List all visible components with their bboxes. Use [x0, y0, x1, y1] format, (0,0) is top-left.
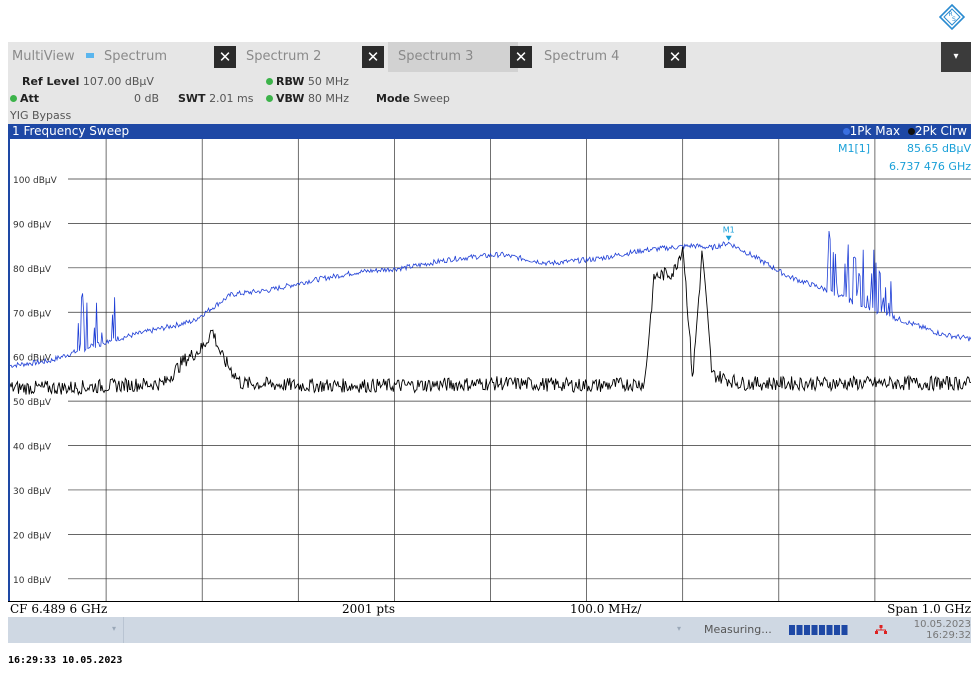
status-date: 10.05.2023	[913, 619, 971, 630]
measuring-label: Measuring...	[704, 623, 772, 636]
rbw-label: RBW	[276, 75, 305, 88]
trace1-label: 1Pk Max	[849, 124, 901, 138]
tab-label: Spectrum	[104, 49, 167, 64]
spectrum-3-tab[interactable]: Spectrum 3	[388, 42, 518, 72]
chevron-down-icon: ▾	[112, 624, 117, 633]
trace1-indicator-icon	[842, 128, 850, 135]
y-tick-label: 60 dBµV	[13, 354, 52, 364]
y-tick-label: 50 dBµV	[13, 398, 52, 408]
trace-legend: 1Pk Max 2Pk Clrw	[842, 124, 967, 139]
trace-2pk-clrw	[9, 246, 971, 396]
tab-label: Spectrum 4	[544, 49, 620, 64]
screenshot-timestamp: 16:29:33 10.05.2023	[8, 655, 123, 666]
frequency-per-division: 100.0 MHz/	[570, 602, 642, 616]
y-tick-label: 70 dBµV	[13, 309, 52, 319]
att-label: Att	[20, 92, 40, 105]
mode-setting[interactable]: Mode Sweep	[376, 92, 450, 105]
settings-panel: Ref Level 107.00 dBµV RBW 50 MHz Att 0 d…	[8, 72, 971, 124]
marker-m1-label: M1	[723, 226, 735, 235]
marker-readout-freq: 6.737 476 GHz	[889, 160, 971, 173]
y-tick-label: 80 dBµV	[13, 265, 52, 275]
mode-value: Sweep	[413, 92, 450, 105]
sweep-points[interactable]: 2001 pts	[342, 602, 396, 616]
y-tick-label: 100 dBµV	[13, 176, 58, 186]
att-led-icon	[10, 95, 17, 102]
ref-level-value: 107.00 dBµV	[82, 75, 154, 88]
y-tick-label: 20 dBµV	[13, 531, 52, 541]
marker-readout-level: 85.65 dBµV	[907, 142, 971, 155]
ref-level-label: Ref Level	[22, 75, 80, 88]
att-value: 0 dB	[134, 92, 160, 105]
center-frequency[interactable]: CF 6.489 6 GHz	[10, 602, 108, 616]
yig-bypass-label: YIG Bypass	[10, 109, 72, 122]
grid	[68, 139, 971, 601]
y-tick-label: 30 dBµV	[13, 487, 52, 497]
tab-label: Spectrum 3	[398, 49, 474, 64]
swt-value: 2.01 ms	[209, 92, 254, 105]
vbw-label: VBW	[276, 92, 305, 105]
top-bar: R S	[0, 0, 971, 38]
vbw-value: 80 MHz	[307, 92, 349, 105]
chevron-down-icon: ▾	[677, 624, 682, 633]
spectrum-chart[interactable]: 10 dBµV 20 dBµV 30 dBµV 40 dBµV 50 dBµV 60 dB…	[9, 139, 971, 601]
multiview-label: MultiView	[12, 49, 75, 64]
rs-logo-icon: R S	[939, 4, 965, 30]
progress-bar	[789, 625, 850, 635]
ref-level[interactable]: Ref Level 107.00 dBµV	[22, 75, 154, 88]
frequency-span[interactable]: Span 1.0 GHz	[887, 602, 971, 616]
tab-label: Spectrum 2	[246, 49, 322, 64]
multiview-tab[interactable]: MultiView	[12, 42, 75, 72]
svg-text:R: R	[949, 11, 953, 18]
close-spectrum-4-button[interactable]: ✕	[664, 46, 686, 68]
rbw-led-icon	[266, 78, 273, 85]
rbw-value: 50 MHz	[307, 75, 349, 88]
swt-label: SWT	[178, 92, 206, 105]
y-tick-label: 10 dBµV	[13, 576, 52, 586]
tab-color-icon	[86, 53, 94, 58]
marker-m1-triangle[interactable]	[725, 235, 732, 241]
window-title-bar[interactable]: 1 Frequency Sweep 1Pk Max 2Pk Clrw	[8, 124, 971, 139]
spectrum-2-tab[interactable]: Spectrum 2	[246, 42, 321, 72]
trace2-label: 2Pk Clrw	[914, 124, 967, 138]
sweep-footer: CF 6.489 6 GHz 2001 pts 100.0 MHz/ Span …	[8, 601, 971, 618]
network-icon	[875, 625, 887, 634]
vbw-setting[interactable]: VBW 80 MHz	[266, 92, 349, 105]
tab-dropdown-button[interactable]: ▾	[941, 42, 971, 72]
close-spectrum-2-button[interactable]: ✕	[362, 46, 384, 68]
tab-bar: MultiView Spectrum ✕ Spectrum 2 ✕ Spectr…	[8, 42, 971, 72]
y-tick-label: 90 dBµV	[13, 220, 52, 230]
measuring-status: Measuring...	[688, 617, 878, 643]
close-spectrum-1-button[interactable]: ✕	[214, 46, 236, 68]
vbw-led-icon	[266, 95, 273, 102]
trace-1pk-max	[9, 230, 971, 369]
status-left-segment[interactable]: ▾	[8, 617, 124, 643]
mode-label: Mode	[376, 92, 410, 105]
spectrum-1-tab[interactable]: Spectrum	[86, 42, 167, 72]
marker-readout-name: M1[1]	[838, 142, 870, 155]
window-title: 1 Frequency Sweep	[12, 124, 130, 138]
status-time: 16:29:32	[926, 630, 971, 641]
y-tick-label: 40 dBµV	[13, 443, 52, 453]
status-message-area: ▾	[125, 617, 685, 643]
status-bar: ▾ ▾ Measuring... 10.05.2023 16:29:32	[8, 617, 971, 643]
marker-layer: M1	[723, 226, 735, 241]
y-tick-labels: 10 dBµV 20 dBµV 30 dBµV 40 dBµV 50 dBµV 60 dB…	[13, 176, 58, 586]
svg-text:S: S	[952, 16, 956, 23]
status-datetime: 10.05.2023 16:29:32	[875, 617, 971, 643]
att-setting[interactable]: Att	[10, 92, 39, 105]
rbw-setting[interactable]: RBW 50 MHz	[266, 75, 349, 88]
spectrum-4-tab[interactable]: Spectrum 4	[544, 42, 619, 72]
traces	[9, 230, 971, 396]
close-spectrum-3-button[interactable]: ✕	[510, 46, 532, 68]
swt-setting[interactable]: SWT 2.01 ms	[178, 92, 254, 105]
trace2-indicator-icon	[907, 128, 915, 135]
spectrum-plot[interactable]: 10 dBµV 20 dBµV 30 dBµV 40 dBµV 50 dBµV 60 dB…	[8, 139, 971, 601]
